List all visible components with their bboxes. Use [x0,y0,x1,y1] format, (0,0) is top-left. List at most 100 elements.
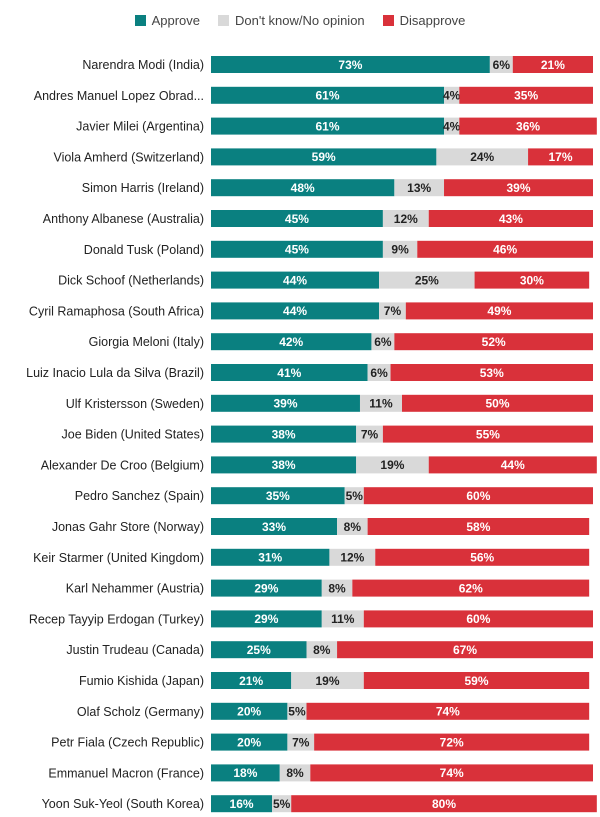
value-label-dont-know: 8% [286,766,304,780]
bar-disapprove [428,210,593,227]
bar-approve [211,610,322,628]
value-label-dont-know: 6% [374,335,392,349]
bar-approve [211,364,368,381]
category-label: Olaf Scholz (Germany) [77,705,204,719]
bar-approve [211,425,357,443]
bar-dont-know [306,641,338,659]
value-label-disapprove: 36% [516,119,540,133]
legend: Approve Don't know/No opinion Disapprove [0,10,600,30]
value-label-disapprove: 60% [466,612,490,626]
value-label-disapprove: 55% [476,427,500,441]
bar-dont-know [344,487,364,505]
value-label-approve: 41% [277,366,301,380]
value-label-approve: 31% [258,551,282,565]
value-label-approve: 20% [237,735,261,749]
value-label-disapprove: 35% [514,89,538,103]
bar-dont-know [272,795,292,813]
category-label: Petr Fiala (Czech Republic) [51,736,204,750]
value-label-disapprove: 80% [432,797,456,811]
category-label: Viola Amherd (Switzerland) [53,150,204,164]
legend-item-approve: Approve [134,13,200,28]
bar-disapprove [528,148,593,166]
value-label-approve: 35% [266,489,290,503]
value-label-approve: 25% [247,643,271,657]
value-label-dont-know: 7% [361,427,379,441]
bar-dont-know [394,179,445,197]
value-label-disapprove: 49% [487,304,511,318]
value-label-disapprove: 67% [453,643,477,657]
value-label-dont-know: 8% [313,643,331,657]
bar-disapprove [363,610,593,628]
value-label-approve: 38% [272,427,296,441]
bar-approve [211,518,338,535]
bar-disapprove [363,487,593,505]
category-label: Alexander De Croo (Belgium) [41,458,204,472]
bar-disapprove [402,394,593,412]
value-label-disapprove: 60% [466,489,490,503]
value-label-approve: 20% [237,705,261,719]
category-label: Dick Schoof (Netherlands) [58,274,204,288]
value-label-dont-know: 12% [340,551,364,565]
bar-disapprove [363,672,590,689]
category-label: Yoon Suk-Yeol (South Korea) [42,797,204,811]
legend-item-disapprove: Disapprove [382,12,466,28]
bar-dont-know [359,394,402,412]
value-label-approve: 45% [285,243,309,257]
bar-disapprove [352,579,590,597]
bar-dont-know [379,302,406,320]
bar-approve [211,302,380,320]
value-label-approve: 73% [338,58,362,72]
category-label: Joe Biden (United States) [62,428,204,442]
value-label-approve: 59% [312,150,336,164]
category-label: Narendra Modi (India) [82,58,204,72]
value-label-disapprove: 59% [464,674,488,688]
bar-approve [211,179,395,197]
category-label: Ulf Kristersson (Sweden) [66,397,204,411]
bar-approve [211,240,383,258]
bar-dont-know [444,117,460,135]
bar-disapprove [444,179,593,197]
category-label: Karl Nehammer (Austria) [66,582,204,596]
legend-swatch-disapprove [382,14,394,26]
value-label-approve: 39% [273,397,297,411]
bar-approve [211,702,288,720]
value-label-dont-know: 13% [407,181,431,195]
bar-disapprove [394,333,593,351]
category-label: Recep Tayyip Erdogan (Turkey) [29,612,204,626]
value-label-dont-know: 6% [493,58,511,72]
value-label-disapprove: 56% [470,551,494,565]
value-label-disapprove: 58% [466,520,490,534]
bar-approve [211,764,280,782]
value-label-dont-know: 8% [328,581,346,595]
value-label-approve: 44% [283,304,307,318]
bar-approve [211,394,360,412]
bar-approve [211,56,490,73]
bar-dont-know [287,702,307,720]
bar-approve [211,795,273,813]
bar-disapprove [428,456,597,474]
value-label-disapprove: 74% [440,766,464,780]
value-label-dont-know: 4% [443,119,461,133]
category-label: Emmanuel Macron (France) [48,766,204,780]
bar-disapprove [459,86,593,104]
bar-dont-know [444,86,460,104]
value-label-disapprove: 72% [440,735,464,749]
value-label-dont-know: 8% [344,520,362,534]
category-label: Luiz Inacio Lula da Silva (Brazil) [26,366,204,380]
bar-approve [211,148,437,166]
legend-label-disapprove: Disapprove [399,12,466,28]
value-label-approve: 48% [291,181,315,195]
value-label-approve: 29% [254,612,278,626]
value-label-dont-know: 6% [370,366,388,380]
bar-dont-know [329,548,376,566]
bar-dont-know [436,148,529,166]
value-label-approve: 45% [285,212,309,226]
legend-swatch-approve [134,14,146,26]
value-label-disapprove: 21% [541,58,565,72]
value-label-approve: 29% [254,581,278,595]
value-label-disapprove: 74% [436,705,460,719]
value-label-dont-know: 5% [288,705,306,719]
bar-approve [211,456,357,474]
value-label-disapprove: 17% [549,150,573,164]
